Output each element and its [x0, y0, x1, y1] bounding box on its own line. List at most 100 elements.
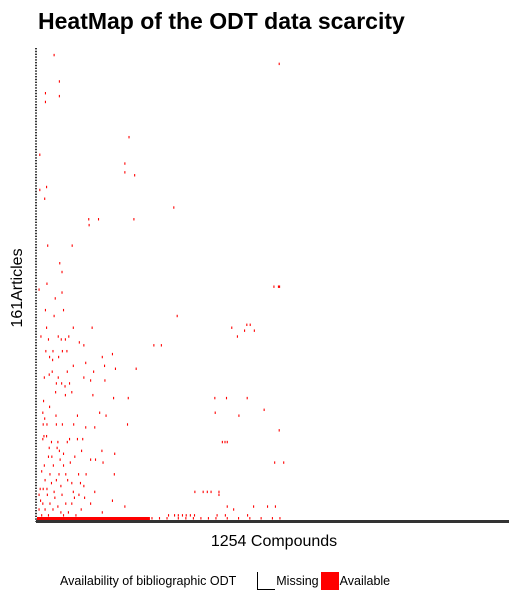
heatmap-cell-available	[111, 352, 113, 356]
heatmap-cell-available	[55, 391, 57, 394]
heatmap-cell-available	[68, 335, 70, 338]
heatmap-cell-available	[90, 379, 92, 382]
heatmap-cell-available	[64, 338, 66, 341]
heatmap-cell-available	[94, 426, 96, 429]
heatmap-cell-available	[104, 364, 106, 368]
chart-title: HeatMap of the ODT data scarcity	[38, 8, 405, 34]
heatmap-cell-available	[214, 411, 216, 414]
heatmap-cell-available	[71, 481, 73, 485]
heatmap-cell-available	[206, 490, 208, 494]
heatmap-cell-available	[57, 335, 59, 338]
heatmap-cell-available	[62, 452, 65, 455]
heatmap-cell-available	[61, 423, 63, 426]
heatmap-cell-available	[44, 508, 46, 511]
heatmap-cell-available	[44, 417, 46, 420]
heatmap-cell-available	[76, 414, 78, 417]
heatmap-cell-available	[278, 62, 280, 66]
heatmap-cell-available	[41, 514, 43, 517]
heatmap-cell-available	[37, 517, 150, 520]
heatmap-cell-available	[69, 461, 71, 464]
heatmap-cell-available	[57, 505, 59, 508]
heatmap-cell-available	[246, 396, 248, 400]
heatmap-cell-available	[249, 517, 251, 520]
heatmap-cell-available	[46, 326, 48, 329]
heatmap-cell-available	[52, 349, 54, 353]
heatmap-cell-available	[231, 326, 233, 329]
heatmap-cell-available	[49, 355, 51, 359]
heatmap-cell-available	[90, 458, 92, 461]
heatmap-cell-available	[55, 382, 57, 385]
heatmap-cell-available	[40, 499, 42, 502]
heatmap-cell-available	[279, 285, 281, 288]
heatmap-cell-available	[67, 478, 69, 482]
heatmap-cell-available	[50, 440, 53, 444]
heatmap-cell-available	[46, 423, 48, 426]
heatmap-cell-available	[226, 440, 228, 444]
heatmap-cell-available	[185, 517, 187, 520]
heatmap-cell-available	[42, 411, 44, 414]
heatmap-cell-available	[57, 376, 59, 379]
heatmap-cells	[37, 53, 285, 520]
heatmap-cell-available	[216, 514, 218, 517]
heatmap-cell-available	[72, 326, 74, 329]
heatmap-cell-available	[226, 517, 228, 520]
heatmap-cell-available	[244, 329, 246, 332]
heatmap-cell-available	[83, 484, 85, 488]
legend-title: Availability of bibliographic ODT	[60, 574, 237, 588]
heatmap-cell-available	[102, 461, 104, 464]
heatmap-cell-available	[62, 514, 65, 517]
heatmap-cell-available	[38, 493, 40, 497]
heatmap-cell-available	[226, 505, 228, 508]
heatmap-cell-available	[46, 282, 48, 285]
heatmap-cell-available	[58, 80, 60, 83]
heatmap-cell-available	[49, 502, 51, 505]
heatmap-cell-available	[181, 514, 184, 517]
y-axis-label: 161Articles	[9, 248, 26, 328]
heatmap-cell-available	[58, 94, 60, 98]
heatmap-cell-available	[225, 396, 228, 400]
heatmap-cell-available	[55, 414, 57, 417]
heatmap-cell-available	[166, 517, 168, 520]
heatmap-cell-available	[61, 270, 63, 274]
heatmap-cell-available	[185, 514, 187, 517]
heatmap-cell-available	[83, 344, 85, 347]
heatmap-cell-available	[113, 396, 115, 400]
heatmap-cell-available	[44, 100, 46, 104]
heatmap-cell-available	[39, 487, 41, 491]
heatmap-cell-available	[47, 455, 50, 458]
heatmap-cell-available	[283, 461, 285, 464]
heatmap-cell-available	[78, 473, 80, 476]
heatmap-cell-available	[73, 423, 75, 426]
heatmap-cell-available	[200, 517, 202, 520]
heatmap-cell-available	[177, 514, 179, 517]
heatmap-cell-available	[60, 338, 62, 341]
heatmap-cell-available	[80, 508, 82, 511]
heatmap-cell-available	[79, 481, 82, 485]
heatmap-cell-available	[48, 446, 50, 450]
heatmap-cell-available	[113, 473, 115, 476]
heatmap-cell-available	[82, 437, 84, 441]
heatmap-cell-available	[64, 393, 66, 397]
heatmap-cell-available	[134, 174, 136, 177]
heatmap-cell-available	[88, 218, 90, 221]
heatmap-cell-available	[135, 367, 137, 370]
heatmap-cell-available	[224, 440, 226, 444]
heatmap-cell-available	[65, 473, 67, 476]
heatmap-cell-available	[111, 499, 113, 502]
heatmap-cell-available	[85, 361, 87, 365]
heatmap-cell-available	[52, 358, 54, 362]
heatmap-cell-available	[62, 464, 65, 467]
heatmap-cell-available	[53, 53, 55, 57]
heatmap-cell-available	[88, 223, 90, 227]
heatmap-cell-available	[114, 367, 117, 370]
heatmap-cell-available	[52, 508, 54, 511]
heatmap-cell-available	[207, 517, 209, 520]
heatmap-cell-available	[59, 458, 61, 461]
heatmap-cell-available	[104, 379, 106, 382]
heatmap-cell-available	[71, 244, 73, 247]
heatmap-cell-available	[97, 218, 100, 221]
heatmap-cell-available	[91, 326, 93, 329]
heatmap-cell-available	[176, 314, 178, 318]
heatmap-cell-available	[128, 135, 130, 139]
